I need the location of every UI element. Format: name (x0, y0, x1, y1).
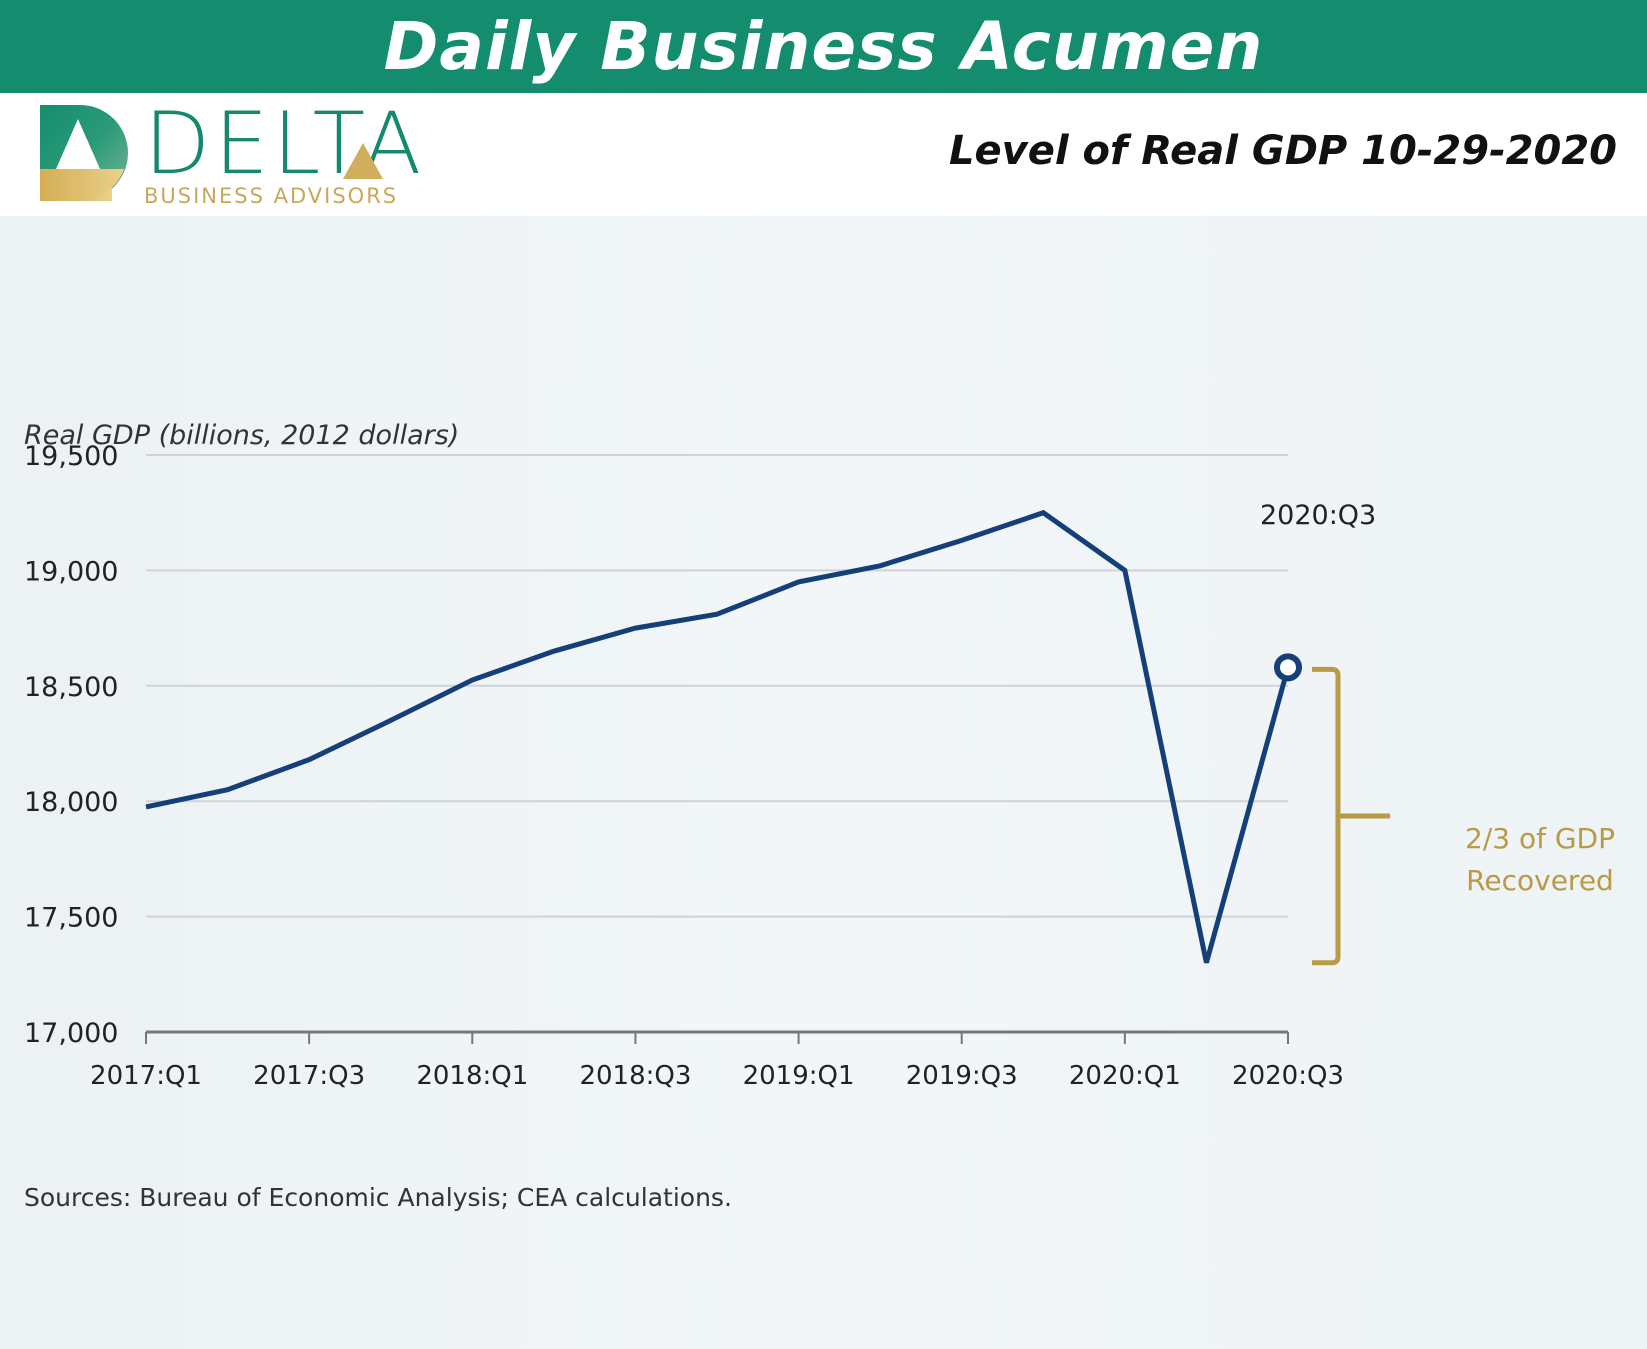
recovery-bracket (1312, 666, 1341, 966)
x-tick-label: 2018:Q3 (579, 1061, 691, 1091)
gdp-line (145, 509, 1291, 964)
y-tick-label: 17,000 (24, 1018, 118, 1049)
delta-logo: DELTA BUSINESS ADVISORS (40, 101, 421, 208)
annotation-line1: 2/3 of GDP (1465, 822, 1615, 855)
logo-subtitle: BUSINESS ADVISORS (144, 184, 399, 208)
recovery-annotation: 2/3 of GDP Recovered (1465, 818, 1615, 902)
y-tick-label: 18,000 (24, 787, 118, 818)
delta-d-icon (40, 105, 128, 201)
chart-area (0, 216, 1647, 1349)
banner-title: Daily Business Acumen (383, 8, 1264, 85)
point-label: 2020:Q3 (1260, 500, 1377, 531)
headline: Level of Real GDP 10-29-2020 (949, 128, 1617, 174)
x-tick-label: 2020:Q1 (1069, 1061, 1181, 1091)
y-tick-label: 18,500 (24, 672, 118, 703)
header: DELTA BUSINESS ADVISORS Level of Real GD… (0, 93, 1647, 216)
y-tick-label: 19,000 (24, 556, 118, 587)
x-tick-label: 2019:Q3 (906, 1061, 1018, 1091)
y-tick-label: 17,500 (24, 903, 118, 934)
x-tick-label: 2019:Q1 (743, 1061, 855, 1091)
x-tick-label: 2018:Q1 (416, 1061, 528, 1091)
x-tick-label: 2017:Q1 (90, 1061, 202, 1091)
latest-point-marker (1274, 653, 1302, 682)
y-axis-title: Real GDP (billions, 2012 dollars) (24, 420, 460, 451)
x-tick-label: 2020:Q3 (1232, 1061, 1344, 1091)
gold-triangle-icon (343, 143, 383, 179)
x-tick-label: 2017:Q3 (253, 1061, 365, 1091)
source-note: Sources: Bureau of Economic Analysis; CE… (24, 1183, 732, 1212)
banner: Daily Business Acumen (0, 0, 1647, 93)
annotation-line2: Recovered (1466, 864, 1614, 897)
y-tick-label: 19,500 (24, 441, 118, 472)
